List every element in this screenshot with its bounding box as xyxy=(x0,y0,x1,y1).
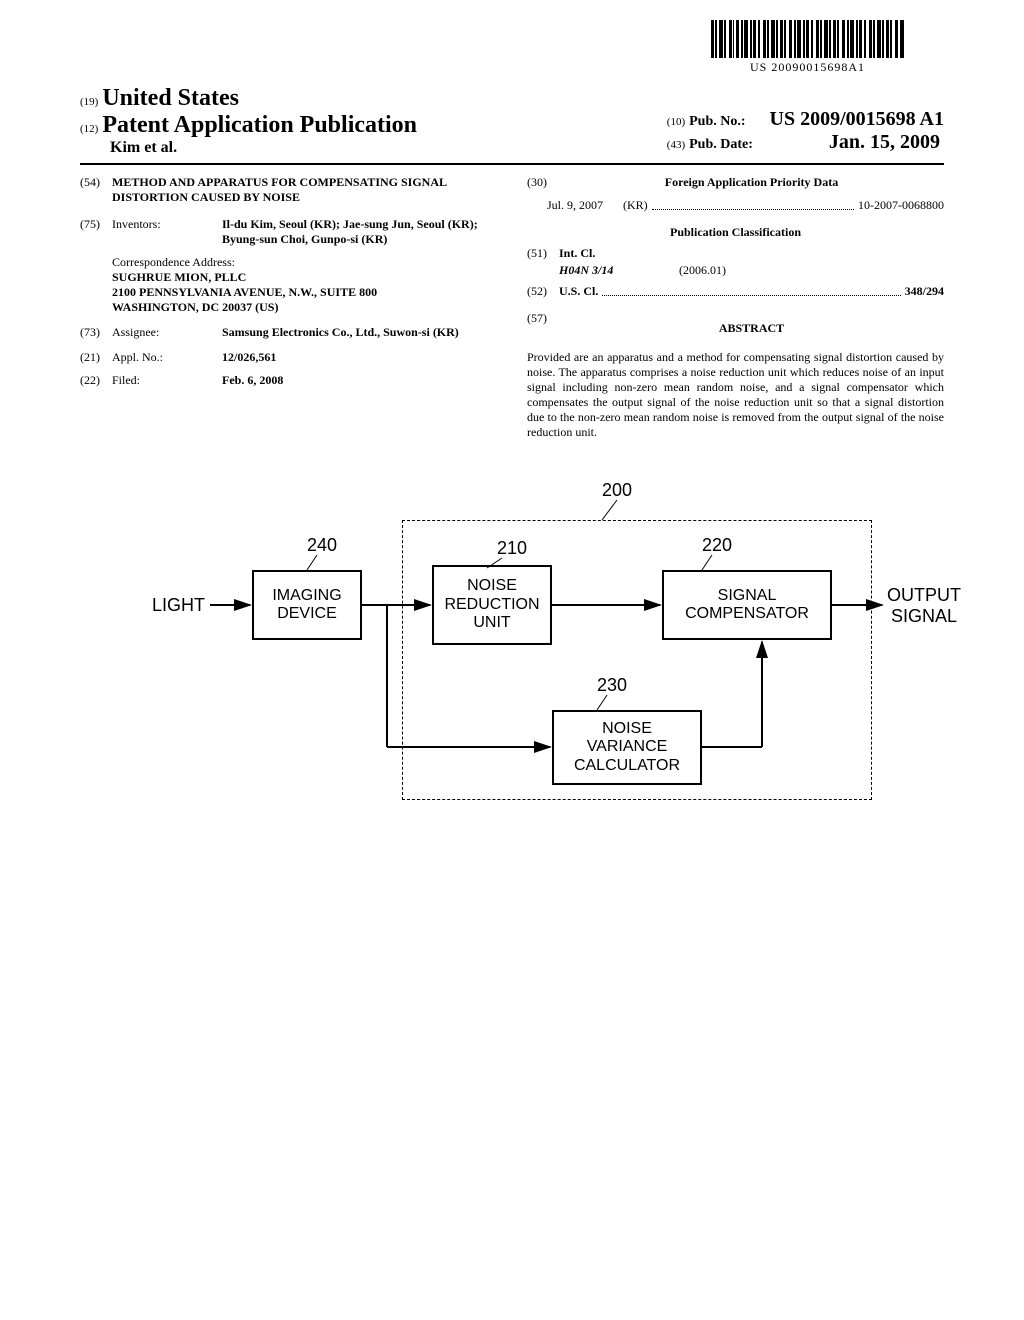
assignee: Samsung Electronics Co., Ltd., Suwon-si … xyxy=(222,325,497,340)
intcl-date: (2006.01) xyxy=(679,263,726,278)
pub-date: Jan. 15, 2009 xyxy=(829,131,940,153)
dotfill-2 xyxy=(602,286,900,296)
intcl-num: (51) xyxy=(527,246,559,261)
label-output: OUTPUT SIGNAL xyxy=(887,585,961,627)
block-noise-reduction-unit: NOISE REDUCTION UNIT xyxy=(432,565,552,645)
foreign-country: (KR) xyxy=(623,198,648,213)
correspondence-label: Correspondence Address: xyxy=(112,255,497,270)
pub-no-num: (10) xyxy=(667,116,685,128)
label-light: LIGHT xyxy=(152,595,205,616)
pub-type: Patent Application Publication xyxy=(102,112,417,139)
foreign-num: (30) xyxy=(527,175,559,190)
country-num: (19) xyxy=(80,96,98,108)
pub-no: US 2009/0015698 A1 xyxy=(770,108,944,130)
assignee-label: Assignee: xyxy=(112,325,222,340)
biblio-columns: (54) METHOD AND APPARATUS FOR COMPENSATI… xyxy=(80,175,944,440)
block-signal-compensator: SIGNAL COMPENSATOR xyxy=(662,570,832,640)
pub-type-num: (12) xyxy=(80,123,98,135)
abstract-title: ABSTRACT xyxy=(559,321,944,336)
appl-no-label: Appl. No.: xyxy=(112,350,222,365)
pub-no-label: Pub. No.: xyxy=(689,114,745,129)
pub-date-num: (43) xyxy=(667,139,685,151)
assignee-num: (73) xyxy=(80,325,112,340)
country: United States xyxy=(102,85,239,111)
block-noise-variance-calculator: NOISE VARIANCE CALCULATOR xyxy=(552,710,702,785)
foreign-title: Foreign Application Priority Data xyxy=(559,175,944,190)
title-num: (54) xyxy=(80,175,112,205)
uscl-num: (52) xyxy=(527,284,559,299)
barcode-text: US 20090015698A1 xyxy=(711,60,904,75)
foreign-date: Jul. 9, 2007 xyxy=(547,198,603,213)
pub-info: (10) Pub. No.: US 2009/0015698 A1 (43) P… xyxy=(667,108,944,154)
abstract-text: Provided are an apparatus and a method f… xyxy=(527,350,944,440)
barcode-graphic xyxy=(711,20,904,58)
pubclass-title: Publication Classification xyxy=(527,225,944,240)
right-column: (30) Foreign Application Priority Data J… xyxy=(527,175,944,440)
inventors-label: Inventors: xyxy=(112,217,222,247)
barcode-area: US 20090015698A1 xyxy=(711,20,904,75)
left-column: (54) METHOD AND APPARATUS FOR COMPENSATI… xyxy=(80,175,497,440)
correspondence-3: WASHINGTON, DC 20037 (US) xyxy=(112,300,497,315)
foreign-app-no: 10-2007-0068800 xyxy=(858,198,944,213)
filed-label: Filed: xyxy=(112,373,222,388)
appl-no-num: (21) xyxy=(80,350,112,365)
abstract-num: (57) xyxy=(527,311,559,342)
correspondence-2: 2100 PENNSYLVANIA AVENUE, N.W., SUITE 80… xyxy=(112,285,497,300)
filed-date: Feb. 6, 2008 xyxy=(222,373,497,388)
appl-no: 12/026,561 xyxy=(222,350,497,365)
inventors: Il-du Kim, Seoul (KR); Jae-sung Jun, Seo… xyxy=(222,217,478,246)
filed-num: (22) xyxy=(80,373,112,388)
inventors-num: (75) xyxy=(80,217,112,247)
label-240: 240 xyxy=(307,535,337,556)
dotfill-1 xyxy=(652,200,854,210)
uscl-label: U.S. Cl. xyxy=(559,284,598,299)
uscl-code: 348/294 xyxy=(905,284,944,299)
label-200: 200 xyxy=(602,480,632,501)
pub-date-label: Pub. Date: xyxy=(689,137,753,152)
correspondence-1: SUGHRUE MION, PLLC xyxy=(112,270,497,285)
block-diagram: 200 240 210 220 230 LIGHT OUTPUT SIGNAL … xyxy=(132,480,892,810)
intcl-label: Int. Cl. xyxy=(559,246,595,261)
block-imaging-device: IMAGING DEVICE xyxy=(252,570,362,640)
intcl-code: H04N 3/14 xyxy=(559,263,679,278)
invention-title: METHOD AND APPARATUS FOR COMPENSATING SI… xyxy=(112,175,497,205)
divider xyxy=(80,163,944,165)
